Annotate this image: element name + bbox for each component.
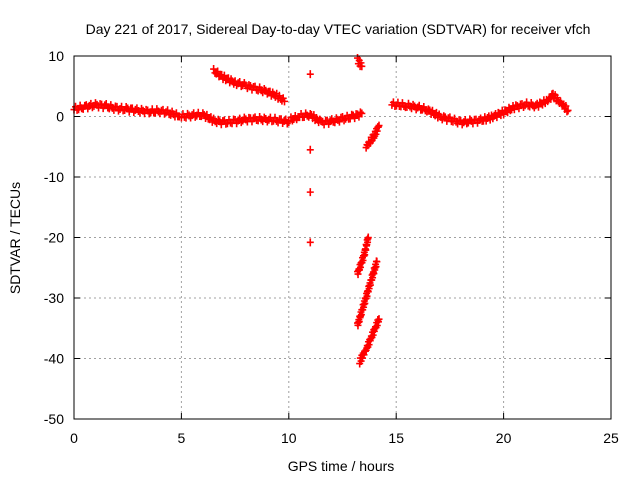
data-point — [356, 108, 364, 117]
y-tick-label: -10 — [44, 169, 64, 185]
data-point — [358, 109, 366, 118]
x-tick-label: 5 — [178, 430, 186, 446]
series-rising-6.5-9.8h — [210, 65, 289, 106]
data-point — [281, 97, 289, 106]
series-streak-c — [356, 315, 383, 368]
data-point — [312, 113, 320, 122]
data-point — [373, 257, 381, 266]
series-streak-b — [354, 257, 381, 330]
y-tick-label: 0 — [56, 109, 64, 125]
data-point — [564, 106, 572, 115]
data-point — [563, 107, 571, 116]
series-band-0-5h — [70, 99, 183, 121]
x-tick-label: 20 — [496, 430, 512, 446]
data-point — [506, 106, 514, 115]
y-tick-label: -50 — [44, 411, 64, 427]
series-band-5-10h — [177, 108, 293, 129]
tick-layer: 0 5 10 15 20 25 -50 -40 -30 -20 -10 0 10 — [44, 48, 619, 446]
y-axis-label: SDTVAR / TECUs — [7, 182, 23, 294]
data-point — [375, 315, 383, 324]
data-point — [306, 70, 314, 79]
data-layer — [70, 54, 572, 368]
data-point — [358, 62, 366, 71]
x-tick-label: 0 — [70, 430, 78, 446]
data-point — [306, 110, 314, 119]
x-axis-label: GPS time / hours — [288, 458, 395, 474]
data-point — [364, 233, 372, 242]
series-band-10-13.4h — [287, 108, 366, 129]
y-tick-label: 10 — [48, 48, 64, 64]
data-point — [285, 117, 293, 126]
data-point — [562, 101, 570, 110]
chart-title: Day 221 of 2017, Sidereal Day-to-day VTE… — [86, 21, 591, 37]
x-tick-label: 25 — [603, 430, 619, 446]
data-point — [199, 109, 207, 118]
y-tick-label: -20 — [44, 230, 64, 246]
data-point — [306, 238, 314, 247]
series-streak-a — [354, 233, 372, 279]
x-tick-label: 15 — [388, 430, 404, 446]
data-point — [306, 145, 314, 154]
x-tick-label: 10 — [281, 430, 297, 446]
data-point — [210, 65, 218, 74]
y-tick-label: -30 — [44, 290, 64, 306]
data-point — [203, 110, 211, 119]
y-tick-label: -40 — [44, 351, 64, 367]
series-isolated-11h — [306, 70, 314, 247]
data-point — [288, 116, 296, 125]
series-band-14.8-23h — [388, 89, 572, 129]
series-arc-13.2-14.2h — [354, 54, 383, 152]
data-point — [306, 188, 314, 197]
data-point — [553, 93, 561, 102]
data-point — [424, 105, 432, 114]
data-point — [375, 121, 383, 130]
